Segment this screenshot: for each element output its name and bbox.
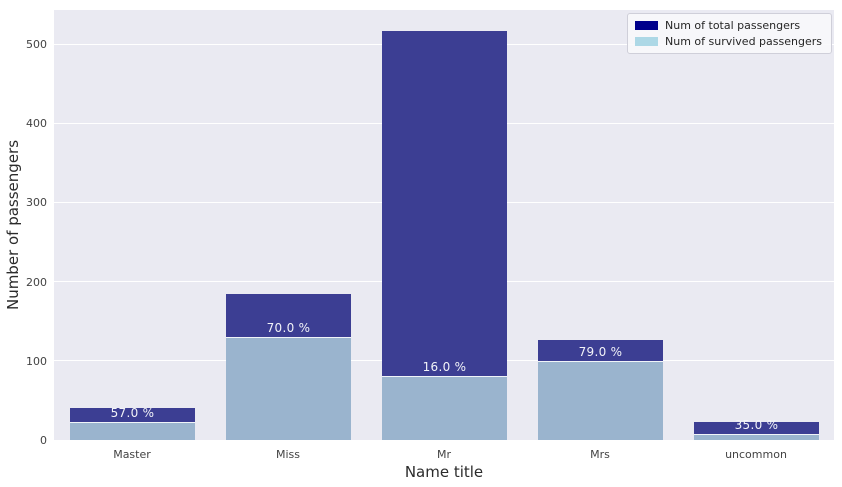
y-tick-500: 500	[26, 38, 47, 52]
x-tick-master: Master	[113, 448, 151, 461]
y-tick-300: 300	[26, 196, 47, 210]
legend-swatch-total	[635, 21, 658, 30]
y-tick-400: 400	[26, 117, 47, 131]
legend-entry-total: Num of total passengers	[635, 19, 822, 32]
y-tick-100: 100	[26, 354, 47, 368]
plot-area: Num of total passengers Num of survived …	[54, 10, 834, 440]
bar-survived-mr	[382, 375, 507, 440]
bar-total-mr	[382, 30, 507, 440]
bar-percentage-label-master: 57.0 %	[110, 405, 155, 420]
bar-survived-master	[70, 421, 195, 440]
y-tick-0: 0	[40, 434, 47, 447]
bar-percentage-label-miss: 70.0 %	[266, 321, 311, 336]
x-axis-label: Name title	[404, 463, 484, 481]
legend-swatch-survived	[635, 37, 658, 46]
bar-percentage-label-uncommon: 35.0 %	[734, 417, 779, 432]
x-tick-miss: Miss	[275, 448, 300, 461]
legend-label-total: Num of total passengers	[665, 19, 801, 32]
x-tick-uncommon: uncommon	[725, 448, 787, 461]
bar-percentage-label-mr: 16.0 %	[422, 359, 467, 374]
bar-survived-mrs	[538, 360, 663, 440]
bar-survived-uncommon	[694, 433, 819, 440]
bar-percentage-label-mrs: 79.0 %	[578, 344, 623, 359]
legend-label-survived: Num of survived passengers	[665, 35, 822, 48]
legend-entry-survived: Num of survived passengers	[635, 35, 822, 48]
x-tick-mrs: Mrs	[590, 448, 610, 461]
legend: Num of total passengers Num of survived …	[627, 13, 832, 54]
x-tick-mr: Mr	[436, 448, 451, 461]
bar-survived-miss	[226, 337, 351, 440]
y-tick-200: 200	[26, 275, 47, 289]
